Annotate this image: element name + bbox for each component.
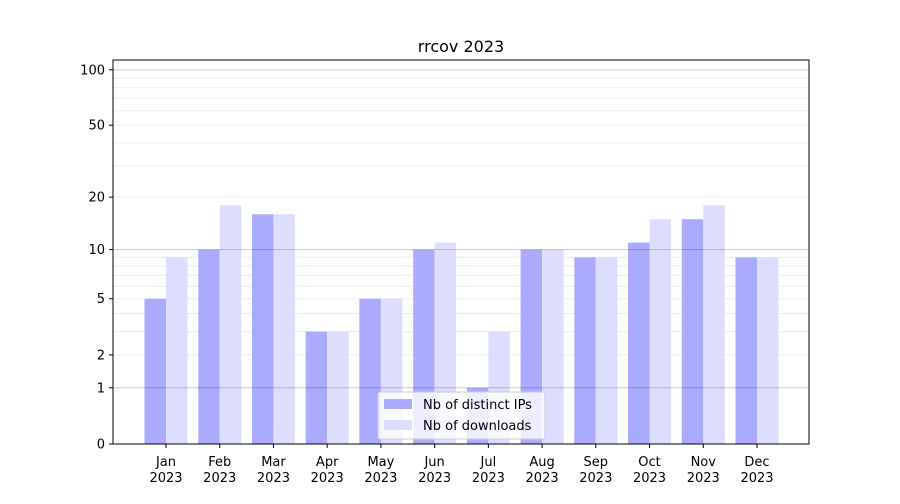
x-tick-label-month: Jan xyxy=(155,455,176,470)
x-tick-label-month: Mar xyxy=(261,455,286,470)
x-tick-label-month: Nov xyxy=(691,455,717,470)
bar-nb-of-downloads xyxy=(166,257,188,444)
y-tick-label: 20 xyxy=(88,191,105,206)
x-tick-label-month: Jun xyxy=(423,455,444,470)
bar-nb-of-downloads xyxy=(542,249,564,444)
y-tick-label: 100 xyxy=(80,63,105,78)
bar-nb-of-downloads xyxy=(595,257,618,444)
y-tick-label: 1 xyxy=(97,381,105,396)
x-tick-label-month: Dec xyxy=(744,455,769,470)
bar-nb-of-downloads xyxy=(327,331,349,444)
x-tick-label-year: 2023 xyxy=(687,471,720,486)
x-tick-label-year: 2023 xyxy=(526,471,559,486)
y-tick-label: 2 xyxy=(97,348,105,363)
bar-nb-of-distinct-ips xyxy=(628,242,650,444)
x-tick-label-year: 2023 xyxy=(311,471,344,486)
x-tick-label-month: Aug xyxy=(529,455,554,470)
bar-nb-of-downloads xyxy=(703,205,725,444)
x-tick-label-month: Feb xyxy=(208,455,231,470)
bar-nb-of-downloads xyxy=(649,219,672,444)
legend-label-downloads: Nb of downloads xyxy=(423,419,532,434)
x-tick-label-month: Apr xyxy=(316,455,339,470)
bar-nb-of-distinct-ips xyxy=(735,257,757,444)
y-tick-label: 0 xyxy=(97,438,105,453)
x-tick-label-year: 2023 xyxy=(472,471,505,486)
bar-nb-of-downloads xyxy=(219,205,242,444)
legend-swatch-downloads xyxy=(384,420,412,430)
y-axis: 0 1 2 5 10 20 50 100 xyxy=(80,63,113,453)
legend-label-distinct-ips: Nb of distinct IPs xyxy=(423,398,532,413)
x-tick-label-year: 2023 xyxy=(740,471,773,486)
y-tick-label: 50 xyxy=(88,119,105,134)
x-tick-label-month: Jul xyxy=(480,455,497,470)
legend-swatch-distinct-ips xyxy=(384,399,412,409)
x-tick-label-year: 2023 xyxy=(149,471,182,486)
bar-nb-of-distinct-ips xyxy=(305,331,328,444)
major-gridlines xyxy=(113,69,809,389)
x-axis: Jan2023Feb2023Mar2023Apr2023May2023Jun20… xyxy=(149,444,774,486)
x-tick-label-year: 2023 xyxy=(257,471,290,486)
bar-nb-of-distinct-ips xyxy=(681,219,704,444)
x-tick-label-year: 2023 xyxy=(633,471,666,486)
legend: Nb of distinct IPs Nb of downloads xyxy=(377,391,546,440)
y-tick-label: 10 xyxy=(88,243,105,258)
plot-frame xyxy=(112,59,810,445)
bar-nb-of-distinct-ips xyxy=(144,298,166,444)
x-tick-label-month: Oct xyxy=(638,455,660,470)
bar-nb-of-downloads xyxy=(273,214,295,444)
bar-nb-of-distinct-ips xyxy=(251,214,274,444)
bar-nb-of-distinct-ips xyxy=(574,257,596,444)
y-tick-label: 5 xyxy=(97,292,105,307)
x-tick-label-year: 2023 xyxy=(203,471,236,486)
x-tick-label-month: May xyxy=(367,455,394,470)
bar-nb-of-distinct-ips xyxy=(359,298,381,444)
x-tick-label-year: 2023 xyxy=(579,471,612,486)
bar-nb-of-distinct-ips xyxy=(198,249,220,444)
chart-title: rrcov 2023 xyxy=(418,37,504,56)
x-tick-label-month: Sep xyxy=(584,455,609,470)
bar-nb-of-downloads xyxy=(757,257,779,444)
x-tick-label-year: 2023 xyxy=(418,471,451,486)
x-tick-label-year: 2023 xyxy=(364,471,397,486)
